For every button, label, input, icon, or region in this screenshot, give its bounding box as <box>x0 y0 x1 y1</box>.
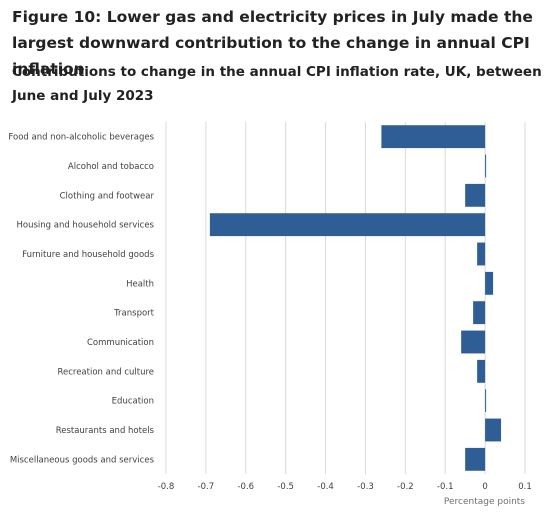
bars <box>209 125 502 471</box>
category-labels: Food and non-alcoholic beverages Alcohol … <box>8 133 154 466</box>
category-label: Clothing and footwear <box>60 191 155 201</box>
category-label: Transport <box>113 309 155 319</box>
bar <box>477 242 486 266</box>
category-label: Restaurants and hotels <box>56 426 155 436</box>
x-tick-label: -0.4 <box>317 482 334 492</box>
category-label: Miscellaneous goods and services <box>10 455 155 465</box>
category-label: Furniture and household goods <box>22 250 154 260</box>
x-tick-label: 0.1 <box>518 482 532 492</box>
category-label: Recreation and culture <box>57 367 154 377</box>
x-tick-labels: -0.8 -0.7 -0.6 -0.5 -0.4 -0.3 -0.2 -0.1 0 0.1 <box>158 482 532 492</box>
bar <box>473 301 486 325</box>
bar <box>485 418 502 442</box>
bar <box>461 330 486 354</box>
category-label: Health <box>126 279 154 289</box>
bar <box>485 389 487 413</box>
x-tick-label: -0.6 <box>237 482 254 492</box>
bar <box>465 183 486 207</box>
bar <box>485 271 494 295</box>
chart-title: Figure 10: Lower gas and electricity pri… <box>12 8 533 78</box>
bar <box>477 359 486 383</box>
category-label: Food and non-alcoholic beverages <box>8 133 154 143</box>
grid-lines <box>165 122 526 474</box>
category-label: Housing and household services <box>16 221 154 231</box>
category-label: Education <box>112 397 154 407</box>
bar <box>381 125 486 149</box>
x-tick-label: -0.7 <box>198 482 215 492</box>
x-tick-label: -0.2 <box>397 482 414 492</box>
x-tick-label: -0.5 <box>277 482 294 492</box>
x-tick-label: 0 <box>482 482 487 492</box>
x-axis-label: Percentage points <box>444 497 525 507</box>
bar <box>485 154 487 178</box>
x-tick-label: -0.1 <box>437 482 454 492</box>
bar <box>465 447 486 471</box>
category-label: Alcohol and tobacco <box>68 162 154 172</box>
chart-subtitle: Contributions to change in the annual CP… <box>12 64 542 104</box>
category-label: Communication <box>87 338 154 348</box>
x-tick-label: -0.3 <box>357 482 374 492</box>
bar <box>209 213 486 237</box>
x-tick-label: -0.8 <box>158 482 175 492</box>
